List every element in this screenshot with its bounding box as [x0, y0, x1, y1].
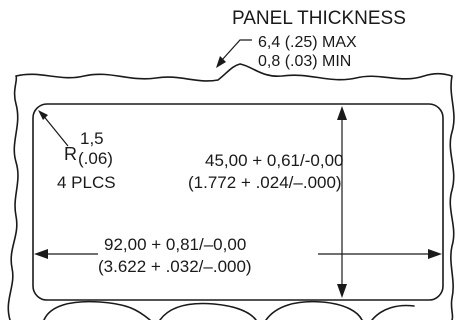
- radius-inch: (.06): [78, 149, 113, 168]
- panel-thickness-leader: [221, 39, 252, 61]
- height-dimension-inch: (1.772 + .024/–.000): [188, 173, 342, 192]
- panel-thickness-max: 6,4 (.25) MAX: [258, 34, 357, 51]
- width-dimension-inch: (3.622 + .032/–.000): [98, 257, 252, 276]
- width-arrow-right: [428, 249, 442, 259]
- panel-outline: [7, 63, 455, 320]
- radius-count: 4 PLCS: [57, 173, 116, 192]
- radius-prefix: R: [64, 144, 77, 164]
- bottom-break-line: [43, 300, 415, 320]
- panel-thickness-arrowhead: [216, 56, 226, 68]
- cutout-rectangle: [32, 103, 444, 301]
- radius-metric: 1,5: [80, 129, 104, 148]
- width-arrow-left: [34, 249, 48, 259]
- height-dimension-metric: 45,00 + 0,61/-0,00: [205, 151, 343, 170]
- height-arrow-top: [337, 106, 347, 120]
- height-arrow-bottom: [337, 284, 347, 298]
- radius-arrowhead: [38, 110, 48, 120]
- panel-thickness-min: 0,8 (.03) MIN: [258, 53, 351, 70]
- panel-thickness-title: PANEL THICKNESS: [232, 8, 406, 29]
- width-dimension-metric: 92,00 + 0,81/–0,00: [104, 235, 246, 254]
- radius-leader: [41, 113, 69, 147]
